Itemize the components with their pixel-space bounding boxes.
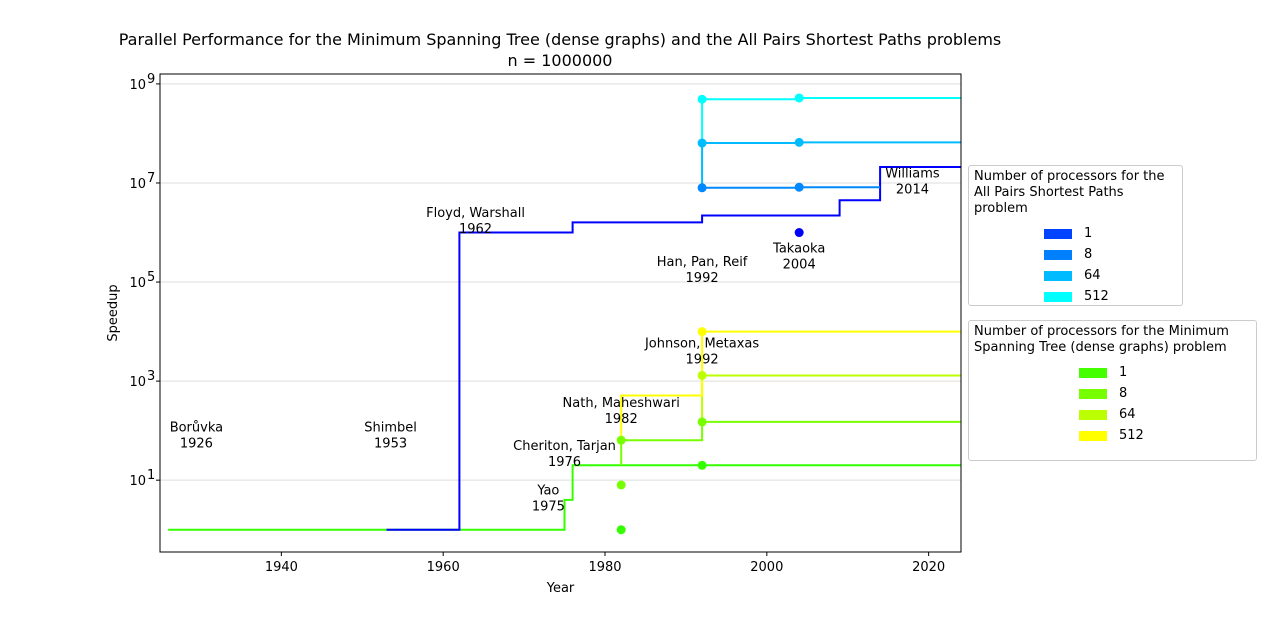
marker-apsp-64-0 bbox=[697, 138, 707, 148]
legend-mst-swatch-1 bbox=[1079, 388, 1107, 399]
y-tick-label-2: 10 bbox=[129, 276, 146, 291]
annotation-name-9: Yao bbox=[536, 484, 559, 499]
y-axis-label: Speedup bbox=[106, 284, 121, 341]
legend-apsp-entry-0: 1 bbox=[1044, 223, 1177, 244]
annotation-name-4: Takaoka bbox=[772, 241, 825, 256]
marker-layer bbox=[616, 93, 804, 535]
y-tick-label-0: 10 bbox=[129, 474, 146, 489]
annotation-name-5: Williams bbox=[885, 166, 940, 181]
annotation-year-8: 1976 bbox=[548, 455, 581, 470]
x-tick-label-1: 1960 bbox=[427, 560, 460, 575]
marker-mst-64-0 bbox=[697, 370, 707, 380]
y-tick-exp-3: 7 bbox=[147, 171, 155, 186]
annotation-year-6: 1992 bbox=[686, 352, 719, 367]
series-line-mst-512 bbox=[620, 330, 961, 441]
annotation-name-6: Johnson, Metaxas bbox=[644, 336, 759, 351]
legend-mst-swatch-2 bbox=[1079, 409, 1107, 420]
legend-mst-swatch-3 bbox=[1079, 430, 1107, 441]
y-tick-exp-4: 9 bbox=[147, 72, 155, 87]
marker-mst-8-1 bbox=[616, 435, 626, 445]
marker-mst-512-0 bbox=[697, 327, 707, 337]
marker-apsp-512-0 bbox=[697, 94, 707, 104]
legend-apsp-label-2: 64 bbox=[1084, 268, 1101, 283]
y-tick-label-4: 10 bbox=[129, 78, 146, 93]
marker-mst-8-0 bbox=[616, 480, 626, 490]
legend-mst: Number of processors for the Minimum Spa… bbox=[968, 320, 1257, 461]
legend-mst-entry-2: 64 bbox=[1079, 404, 1251, 425]
series-line-apsp-1 bbox=[386, 166, 961, 531]
y-tick-label-3: 10 bbox=[129, 177, 146, 192]
legend-apsp-swatch-0 bbox=[1044, 228, 1072, 239]
legend-apsp-swatch-1 bbox=[1044, 249, 1072, 260]
annotation-year-3: 1992 bbox=[686, 271, 719, 286]
marker-mst-8-2 bbox=[697, 417, 707, 427]
legend-apsp-label-1: 8 bbox=[1084, 247, 1093, 262]
legend-mst-entry-0: 1 bbox=[1079, 362, 1251, 383]
series-line-mst-8 bbox=[620, 420, 961, 466]
legend-mst-label-0: 1 bbox=[1119, 365, 1128, 380]
legend-mst-label-1: 8 bbox=[1119, 386, 1128, 401]
marker-apsp-1-0 bbox=[794, 228, 804, 238]
y-tick-exp-0: 1 bbox=[147, 468, 155, 483]
annotation-name-1: Shimbel bbox=[364, 421, 417, 436]
marker-apsp-64-1 bbox=[794, 137, 804, 147]
legend-mst-swatch-0 bbox=[1079, 367, 1107, 378]
legend-apsp-label-3: 512 bbox=[1084, 289, 1109, 304]
y-tick-exp-2: 5 bbox=[147, 270, 155, 285]
legend-apsp-label-0: 1 bbox=[1084, 226, 1093, 241]
annotation-name-2: Floyd, Warshall bbox=[426, 206, 525, 221]
grid-layer bbox=[160, 83, 961, 481]
series-line-apsp-512 bbox=[701, 97, 961, 143]
legend-mst-label-3: 512 bbox=[1119, 428, 1144, 443]
series-line-mst-1 bbox=[168, 464, 961, 531]
legend-apsp-title: Number of processors for the All Pairs S… bbox=[974, 169, 1165, 216]
legend-apsp: Number of processors for the All Pairs S… bbox=[968, 165, 1183, 306]
x-tick-label-4: 2020 bbox=[912, 560, 945, 575]
chart-subtitle: n = 1000000 bbox=[508, 51, 613, 70]
legend-mst-label-2: 64 bbox=[1119, 407, 1136, 422]
marker-apsp-512-1 bbox=[794, 93, 804, 103]
y-tick-label-1: 10 bbox=[129, 375, 146, 390]
annotation-year-1: 1953 bbox=[374, 437, 407, 452]
plot-frame bbox=[159, 73, 962, 553]
annotation-name-8: Cheriton, Tarjan bbox=[513, 439, 616, 454]
marker-mst-1-0 bbox=[616, 525, 626, 535]
legend-mst-entry-1: 8 bbox=[1079, 383, 1251, 404]
annotation-year-0: 1926 bbox=[180, 437, 213, 452]
annotation-year-9: 1975 bbox=[532, 500, 565, 515]
x-tick-label-0: 1940 bbox=[265, 560, 298, 575]
x-tick-label-2: 1980 bbox=[588, 560, 621, 575]
legend-mst-title: Number of processors for the Minimum Spa… bbox=[974, 324, 1229, 355]
legend-apsp-swatch-2 bbox=[1044, 270, 1072, 281]
annotation-year-7: 1982 bbox=[605, 412, 638, 427]
legend-mst-entry-3: 512 bbox=[1079, 425, 1251, 446]
marker-apsp-8-1 bbox=[794, 182, 804, 192]
marker-apsp-8-0 bbox=[697, 183, 707, 193]
chart-title: Parallel Performance for the Minimum Spa… bbox=[119, 30, 1002, 49]
series-line-apsp-8 bbox=[702, 186, 881, 189]
legend-apsp-entry-1: 8 bbox=[1044, 244, 1177, 265]
legend-apsp-entry-3: 512 bbox=[1044, 286, 1177, 307]
legend-apsp-swatch-3 bbox=[1044, 291, 1072, 302]
x-axis-label: Year bbox=[546, 581, 575, 596]
annotation-year-5: 2014 bbox=[896, 182, 929, 197]
annotation-year-2: 1962 bbox=[459, 222, 492, 237]
y-tick-exp-1: 3 bbox=[147, 369, 155, 384]
annotation-name-0: Borůvka bbox=[170, 421, 223, 436]
x-tick-label-3: 2000 bbox=[750, 560, 783, 575]
annotation-name-7: Nath, Maheshwari bbox=[563, 396, 680, 411]
legend-apsp-entry-2: 64 bbox=[1044, 265, 1177, 286]
annotation-name-3: Han, Pan, Reif bbox=[657, 255, 748, 270]
series-line-mst-64 bbox=[701, 374, 961, 422]
annotation-year-4: 2004 bbox=[783, 257, 816, 272]
marker-mst-1-1 bbox=[697, 460, 707, 470]
